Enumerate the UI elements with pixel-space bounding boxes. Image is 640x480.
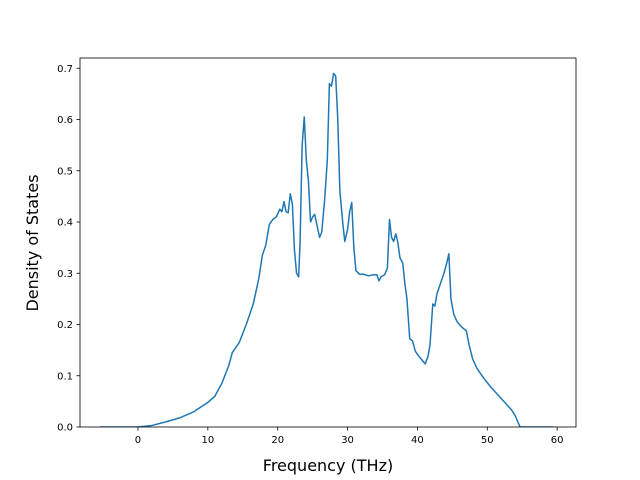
y-tick-label: 0.4 [57, 218, 73, 229]
y-tick-label: 0.0 [57, 423, 73, 434]
x-tick-label: 40 [411, 435, 424, 446]
plot-frame [79, 57, 577, 428]
y-tick-label: 0.1 [57, 371, 73, 382]
y-axis-label: Density of States [23, 174, 42, 311]
x-tick-label: 20 [271, 435, 284, 446]
x-axis-label: Frequency (THz) [263, 456, 393, 475]
x-tick-label: 10 [201, 435, 214, 446]
x-tick-label: 50 [481, 435, 494, 446]
axes: 0 10 20 30 40 50 60 0.0 0.1 0.2 0.3 0.4 0.5 0.6 0.7 [57, 57, 577, 446]
y-tick-label: 0.6 [57, 115, 73, 126]
x-tick-label: 60 [551, 435, 564, 446]
plot-area [99, 72, 554, 427]
y-tick-label: 0.3 [57, 269, 73, 280]
dos-line-series-0 [99, 72, 554, 427]
x-tick-label: 0 [135, 435, 141, 446]
y-tick-label: 0.2 [57, 320, 73, 331]
x-tick-label: 30 [341, 435, 354, 446]
y-tick-label: 0.5 [57, 166, 73, 177]
y-tick-label: 0.7 [57, 64, 73, 75]
